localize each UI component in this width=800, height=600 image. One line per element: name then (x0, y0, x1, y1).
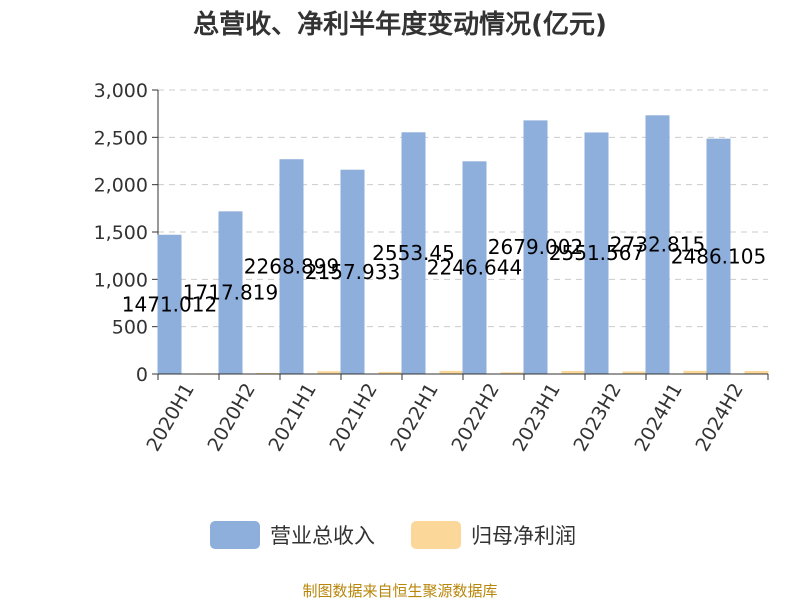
bar-net-profit (317, 371, 342, 374)
data-label-revenue: 2157.933 (305, 260, 400, 284)
y-tick-label: 500 (112, 317, 148, 339)
data-label-revenue: 2246.644 (427, 256, 522, 280)
x-tick-label: 2022H2 (447, 380, 503, 456)
bar-revenue (157, 234, 182, 374)
y-tick-label: 2,500 (94, 127, 148, 149)
bar-net-profit (683, 370, 708, 374)
x-tick-label: 2020H2 (203, 380, 259, 456)
bar-net-profit (439, 370, 464, 374)
bar-revenue (218, 211, 243, 374)
bar-net-profit (561, 370, 586, 374)
data-label-revenue: 2486.105 (671, 244, 766, 268)
bar-revenue (523, 120, 548, 374)
legend-label-revenue[interactable]: 营业总收入 (270, 524, 375, 548)
y-axis: 0 500 1,000 1,500 2,000 2,500 3,000 (94, 80, 159, 386)
y-tick-label: 1,000 (94, 269, 148, 291)
bars (157, 115, 769, 375)
bar-revenue (584, 132, 609, 374)
x-tick-label: 2020H1 (142, 380, 198, 456)
x-axis: 2020H1 2020H2 2021H1 2021H2 2022H1 2022H2 2023… (142, 373, 769, 456)
bar-net-profit (378, 371, 403, 374)
data-label-revenue: 2732.815 (610, 233, 705, 257)
bar-net-profit (622, 371, 647, 374)
x-tick-label: 2023H2 (569, 380, 625, 456)
y-tick-label: 2,000 (94, 175, 148, 197)
data-label-revenue: 2551.567 (549, 241, 644, 265)
source-note: 制图数据来自恒生聚源数据库 (302, 582, 497, 600)
x-tick-label: 2024H2 (691, 380, 747, 456)
bar-revenue (706, 138, 731, 374)
data-label-revenue: 1717.819 (183, 281, 278, 305)
data-label-revenue: 2553.45 (372, 241, 455, 265)
x-tick-label: 2022H1 (386, 380, 442, 456)
x-tick-label: 2024H1 (630, 380, 686, 456)
legend: 营业总收入 归母净利润 (210, 521, 576, 549)
x-tick-label: 2023H1 (508, 380, 564, 456)
bar-revenue (462, 161, 487, 374)
bar-revenue (645, 115, 670, 374)
legend-swatch-revenue[interactable] (210, 521, 260, 549)
y-tick-label: 0 (136, 364, 148, 386)
y-tick-label: 1,500 (94, 222, 148, 244)
bar-net-profit (744, 370, 769, 374)
x-tick-label: 2021H1 (264, 380, 320, 456)
data-label-revenue: 2679.002 (488, 235, 583, 259)
data-label-revenue: 1471.012 (122, 292, 217, 316)
x-tick-label: 2021H2 (325, 380, 381, 456)
data-labels: 1471.0121717.8192268.8992157.9332553.452… (122, 233, 766, 317)
legend-swatch-net-profit[interactable] (411, 521, 461, 549)
bar-net-profit (500, 372, 525, 374)
data-label-revenue: 2268.899 (244, 255, 339, 279)
bar-revenue (340, 169, 365, 374)
legend-label-net-profit[interactable]: 归母净利润 (471, 524, 576, 548)
bar-revenue (401, 132, 426, 374)
chart-title: 总营收、净利半年度变动情况(亿元) (193, 9, 607, 40)
bar-revenue (279, 159, 304, 374)
y-tick-label: 3,000 (94, 80, 148, 102)
